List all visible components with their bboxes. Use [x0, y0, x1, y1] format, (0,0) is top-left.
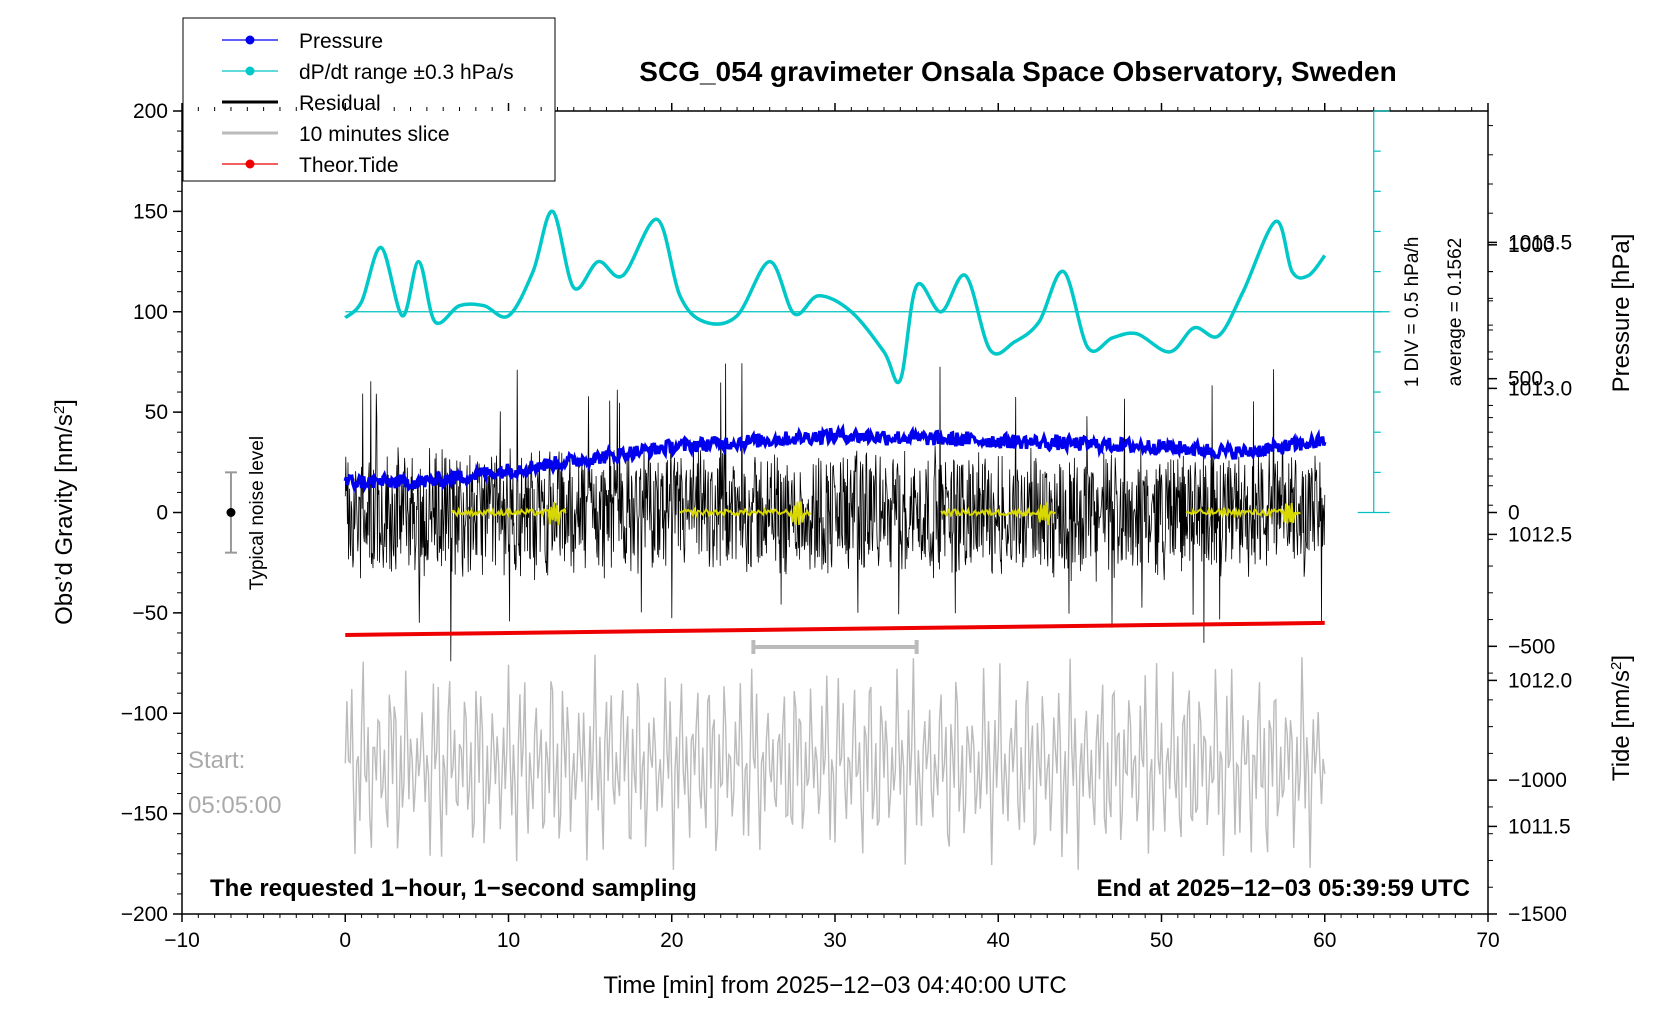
legend-label: Theor.Tide — [299, 154, 399, 177]
legend-label: 10 minutes slice — [299, 123, 450, 146]
noise-bar-dot — [226, 508, 236, 517]
smoothed-segment-line — [679, 501, 812, 525]
y-axis-right-pressure-label: Pressure [hPa] — [1608, 234, 1635, 393]
pressure-tick-label: 1012.5 — [1508, 523, 1572, 546]
tide-tick-label: 1000 — [1508, 234, 1555, 257]
y-right-tide-label-sup: 2 — [1608, 662, 1625, 670]
scale-div-label: 1 DIV = 0.5 hPa/h — [1402, 237, 1423, 388]
x-tick-label: 40 — [987, 929, 1010, 952]
noise-level-label: Typical noise level — [247, 436, 268, 590]
y-tick-label: 200 — [133, 100, 168, 123]
tide-tick-label: −1500 — [1508, 903, 1567, 926]
chart-title: SCG_054 gravimeter Onsala Space Observat… — [639, 56, 1396, 87]
slice-series-line — [344, 654, 1326, 870]
y-tick-label: 0 — [156, 502, 168, 525]
bottom-right-note: End at 2025−12−03 05:39:59 UTC — [1096, 875, 1470, 902]
x-axis-label: Time [min] from 2025−12−03 04:40:00 UTC — [603, 972, 1066, 999]
y-left-label-main: Obs’d Gravity [nm/s — [51, 414, 78, 625]
tide-tick-label: 0 — [1508, 502, 1520, 525]
pressure-tick-label: 1013.0 — [1508, 377, 1572, 400]
legend-swatch-marker — [245, 159, 255, 169]
pressure-series-line — [343, 423, 1327, 494]
y-right-tide-label-end: ] — [1608, 655, 1635, 662]
bottom-left-note: The requested 1−hour, 1−second sampling — [210, 875, 697, 902]
x-tick-label: 0 — [339, 929, 351, 952]
x-tick-label: 30 — [823, 929, 846, 952]
y-axis-left-label: Obs’d Gravity [nm/s2] — [51, 399, 79, 625]
smoothed-segment-line — [1185, 503, 1301, 524]
x-tick-label: 50 — [1150, 929, 1173, 952]
x-tick-label: 10 — [497, 929, 520, 952]
legend-label: Pressure — [299, 30, 383, 53]
y-tick-label: 100 — [133, 301, 168, 324]
y-left-label-end: ] — [51, 399, 78, 406]
x-tick-label: 60 — [1313, 929, 1336, 952]
legend-box — [182, 17, 556, 182]
legend — [182, 17, 556, 182]
start-label: Start: — [188, 747, 245, 774]
legend-swatch-marker — [245, 66, 255, 76]
y-tick-label: −150 — [121, 803, 168, 826]
tide-tick-label: −1000 — [1508, 769, 1567, 792]
y-axis-right-tide-label: Tide [nm/s2] — [1608, 655, 1636, 781]
y-tick-label: 150 — [133, 200, 168, 223]
residual-series-line — [344, 363, 1326, 662]
y-tick-label: −200 — [121, 903, 168, 926]
y-tick-label: 50 — [145, 401, 168, 424]
x-tick-label: 70 — [1476, 929, 1499, 952]
legend-label: dP/dt range ±0.3 hPa/s — [299, 61, 514, 84]
average-label: average = 0.1562 — [1445, 238, 1466, 386]
y-tick-label: −100 — [121, 702, 168, 725]
legend-label: Residual — [299, 92, 381, 115]
y-right-tide-label-main: Tide [nm/s — [1608, 670, 1635, 781]
smoothed-segment-line — [450, 502, 567, 526]
start-time: 05:05:00 — [188, 792, 281, 819]
x-tick-label: −10 — [164, 929, 200, 952]
pressure-tick-label: 1013.5 — [1508, 231, 1572, 254]
tide-tick-label: −500 — [1508, 635, 1555, 658]
pressure-tick-label: 1012.0 — [1508, 669, 1572, 692]
legend-swatch-marker — [245, 35, 255, 45]
tide-series-line — [345, 620, 1325, 637]
dpdt-series-line — [344, 209, 1327, 385]
tide-tick-label: 500 — [1508, 368, 1543, 391]
x-tick-label: 20 — [660, 929, 683, 952]
y-left-label-sup: 2 — [51, 406, 68, 414]
y-tick-label: −50 — [132, 602, 168, 625]
smoothed-segment-line — [940, 502, 1056, 526]
pressure-tick-label: 1011.5 — [1508, 815, 1571, 838]
